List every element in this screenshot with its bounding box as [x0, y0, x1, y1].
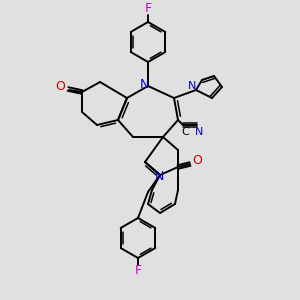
Text: N: N: [154, 169, 164, 182]
Text: F: F: [134, 265, 142, 278]
Text: N: N: [188, 81, 196, 91]
Text: O: O: [55, 80, 65, 92]
Text: O: O: [192, 154, 202, 166]
Text: N: N: [139, 77, 149, 91]
Text: C: C: [181, 127, 189, 137]
Text: N: N: [195, 127, 203, 137]
Text: F: F: [144, 2, 152, 16]
